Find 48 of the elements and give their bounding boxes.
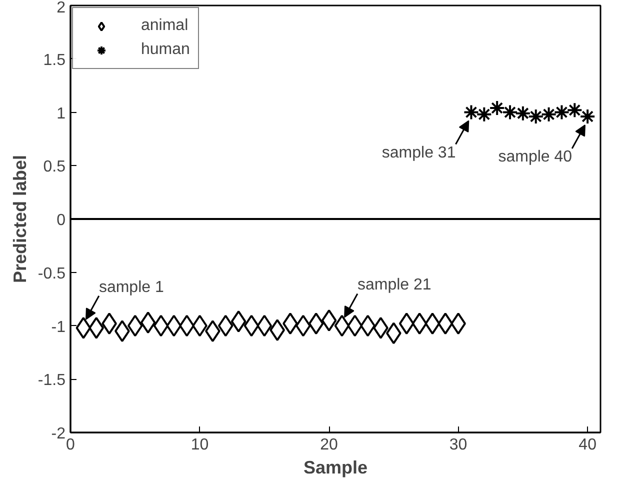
point (398, 312, 414, 335)
point (166, 314, 182, 337)
point (476, 106, 492, 122)
annotation: sample 21 (357, 276, 432, 294)
point (528, 108, 544, 125)
x-tick-label: 20 (320, 436, 338, 454)
point (153, 314, 169, 337)
point (256, 314, 272, 337)
point (412, 312, 428, 335)
y-tick-label: -1.5 (38, 372, 66, 390)
annotation: sample 1 (98, 278, 164, 296)
x-tick-label: 30 (449, 436, 468, 454)
annotation: sample 31 (382, 144, 456, 162)
point (230, 310, 246, 332)
point (347, 314, 363, 337)
point (489, 100, 506, 116)
x-tick-label: 40 (578, 436, 597, 454)
y-axis-title: Predicted label (10, 154, 30, 284)
point (244, 314, 260, 337)
point (88, 316, 104, 339)
point (308, 312, 324, 335)
point (321, 309, 337, 332)
legend-label: human (141, 41, 190, 59)
point (127, 314, 143, 337)
y-tick-label: -1 (51, 318, 66, 336)
point (179, 314, 195, 337)
y-tick-label: -0.5 (38, 265, 66, 282)
x-tick-label: 10 (190, 436, 209, 454)
y-tick-label: 0 (56, 212, 66, 229)
point (334, 314, 350, 337)
point (566, 102, 583, 118)
y-tick-label: 1 (56, 105, 66, 122)
point (502, 104, 518, 120)
point (554, 104, 570, 120)
y-tick-label: 0.5 (43, 158, 66, 176)
point (218, 314, 234, 337)
point (424, 312, 440, 335)
y-tick-label: 1.5 (43, 52, 66, 69)
point (140, 312, 156, 334)
y-tick-label: 2 (56, 0, 66, 16)
x-axis-title: Sample (303, 458, 368, 478)
point (514, 105, 531, 122)
legend-label: animal (141, 17, 188, 35)
annotation: sample 40 (498, 148, 572, 166)
point (438, 312, 454, 335)
point (540, 106, 557, 122)
point (76, 316, 92, 339)
y-tick-label: -2 (51, 426, 66, 442)
